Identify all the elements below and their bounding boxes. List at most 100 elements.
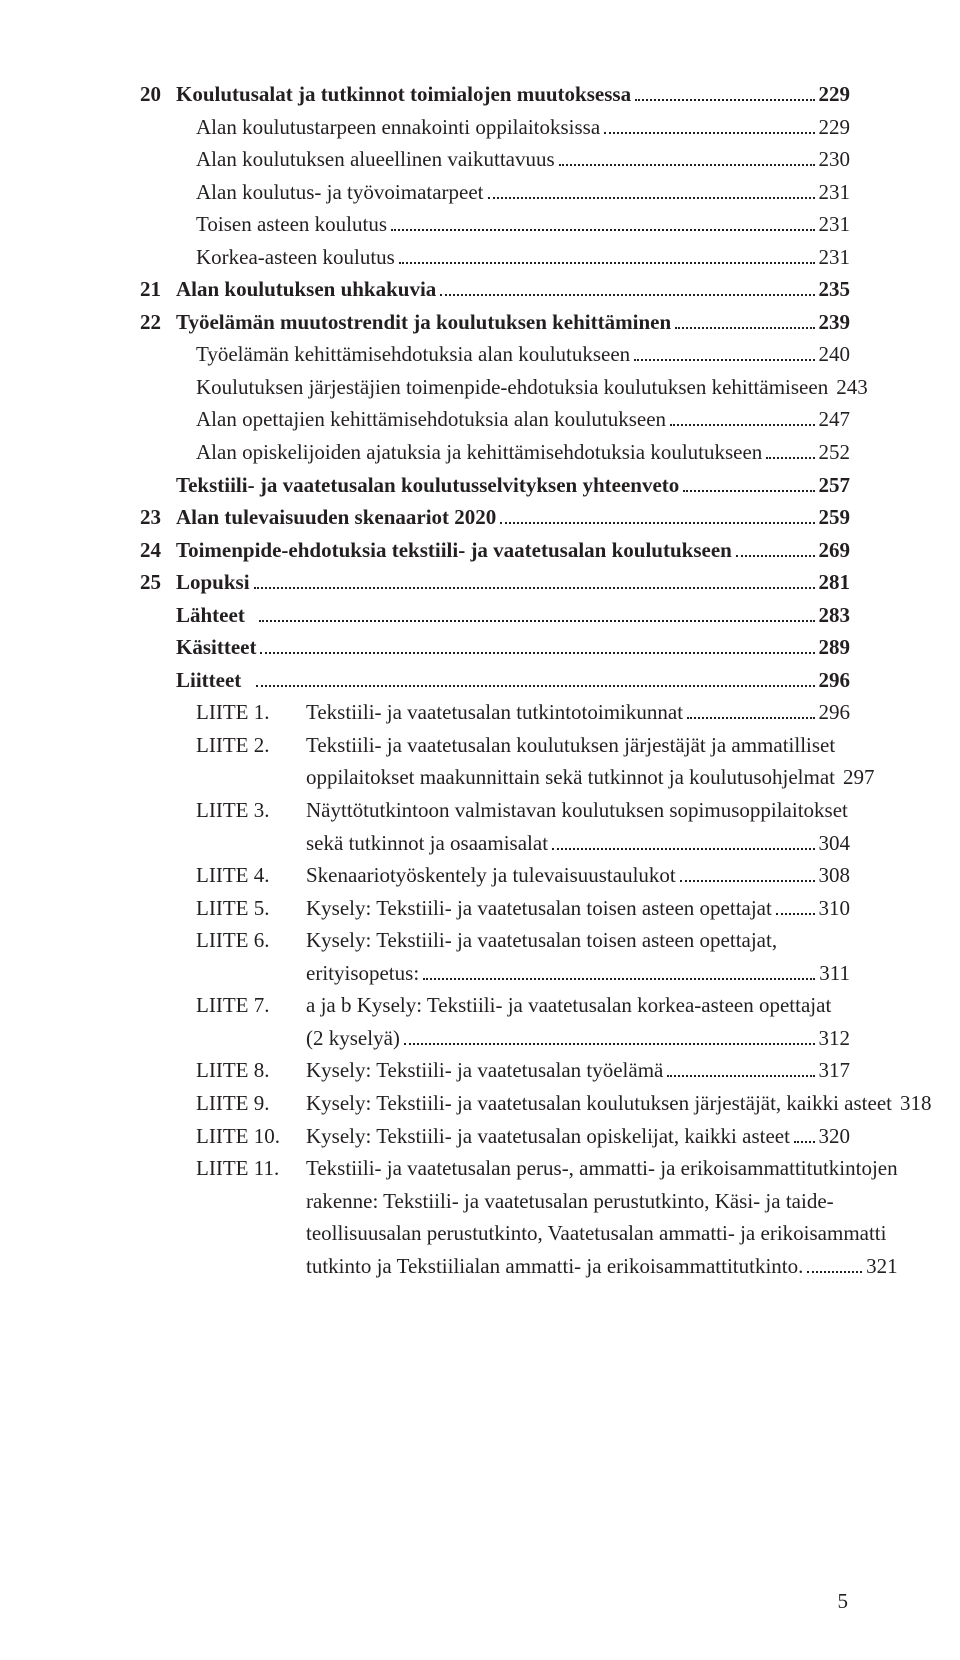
appendix-entry: LIITE 9. Kysely: Tekstiili- ja vaatetusa… (140, 1087, 850, 1120)
toc-entry: Toisen asteen koulutus231 (140, 208, 850, 241)
appendix-text-line: tutkinto ja Tekstiilialan ammatti- ja er… (306, 1250, 898, 1283)
appendix-page: 297 (843, 761, 875, 794)
appendix-page: 318 (900, 1087, 932, 1120)
appendix-text-line: rakenne: Tekstiili- ja vaatetusalan peru… (306, 1185, 898, 1218)
appendix-line-text: (2 kyselyä) (306, 1022, 400, 1055)
dot-leader (736, 541, 815, 557)
dot-leader (404, 1029, 815, 1045)
toc-list: 20Koulutusalat ja tutkinnot toimialojen … (140, 78, 850, 696)
appendix-entry: LIITE 2. Tekstiili- ja vaatetusalan koul… (140, 729, 850, 794)
toc-entry: Alan koulutustarpeen ennakointi oppilait… (140, 111, 850, 144)
dot-leader (423, 964, 815, 980)
appendix-text-line: sekä tutkinnot ja osaamisalat304 (306, 827, 850, 860)
dot-leader (500, 508, 814, 524)
dot-leader (440, 281, 814, 297)
toc-entry: 20Koulutusalat ja tutkinnot toimialojen … (140, 78, 850, 111)
toc-number: 22 (140, 306, 176, 339)
toc-page: 20Koulutusalat ja tutkinnot toimialojen … (0, 0, 960, 1660)
dot-leader (680, 866, 815, 882)
toc-number: 25 (140, 566, 176, 599)
dot-leader (766, 443, 814, 459)
appendix-text-line: Tekstiili- ja vaatetusalan tutkintotoimi… (306, 696, 850, 729)
toc-entry: 22Työelämän muutostrendit ja koulutuksen… (140, 306, 850, 339)
appendix-text-line: Tekstiili- ja vaatetusalan koulutuksen j… (306, 729, 875, 762)
appendix-text-line: Kysely: Tekstiili- ja vaatetusalan koulu… (306, 1087, 931, 1120)
appendix-text-line: erityisopetus: 311 (306, 957, 850, 990)
toc-entry: 21Alan koulutuksen uhkakuvia235 (140, 273, 850, 306)
appendix-page: 320 (819, 1120, 851, 1153)
dot-leader (807, 1257, 862, 1273)
appendix-entry: LIITE 4. Skenaariotyöskentely ja tulevai… (140, 859, 850, 892)
appendix-label: LIITE 4. (196, 859, 306, 892)
toc-entry: Lähteet 283 (140, 599, 850, 632)
toc-label: Alan opettajien kehittämisehdotuksia ala… (196, 403, 666, 436)
toc-entry: 24Toimenpide-ehdotuksia tekstiili- ja va… (140, 534, 850, 567)
toc-label: Alan koulutuksen alueellinen vaikuttavuu… (196, 143, 555, 176)
toc-label: Koulutusalat ja tutkinnot toimialojen mu… (176, 78, 631, 111)
appendix-line-text: sekä tutkinnot ja osaamisalat (306, 827, 548, 860)
dot-leader (635, 85, 814, 101)
toc-label: Lähteet (176, 599, 255, 632)
appendix-text-line: teollisuusalan perustutkinto, Vaatetusal… (306, 1217, 898, 1250)
appendix-text-line: Kysely: Tekstiili- ja vaatetusalan toise… (306, 892, 850, 925)
toc-entry: Liitteet 296 (140, 664, 850, 697)
toc-entry: Koulutuksen järjestäjien toimenpide-ehdo… (140, 371, 850, 404)
appendix-page: 311 (819, 957, 850, 990)
toc-page: 229 (819, 111, 851, 144)
appendix-entry: LIITE 3. Näyttötutkintoon valmistavan ko… (140, 794, 850, 859)
appendix-text: a ja b Kysely: Tekstiili- ja vaatetusala… (306, 989, 850, 1054)
toc-label: Alan koulutustarpeen ennakointi oppilait… (196, 111, 600, 144)
appendix-line-text: Kysely: Tekstiili- ja vaatetusalan työel… (306, 1054, 663, 1087)
dot-leader (667, 1062, 814, 1078)
appendix-text: Skenaariotyöskentely ja tulevaisuustaulu… (306, 859, 850, 892)
toc-page: 257 (819, 469, 851, 502)
appendix-text-line: Näyttötutkintoon valmistavan koulutuksen… (306, 794, 850, 827)
appendix-text-line: a ja b Kysely: Tekstiili- ja vaatetusala… (306, 989, 850, 1022)
toc-entry: Alan koulutus- ja työvoimatarpeet231 (140, 176, 850, 209)
toc-label: Toimenpide-ehdotuksia tekstiili- ja vaat… (176, 534, 732, 567)
toc-label: Käsitteet (176, 631, 256, 664)
toc-page: 231 (819, 208, 851, 241)
toc-label: Työelämän kehittämisehdotuksia alan koul… (196, 338, 630, 371)
toc-page: 243 (836, 371, 868, 404)
dot-leader (488, 183, 815, 199)
dot-leader (391, 216, 815, 232)
appendix-line-text: oppilaitokset maakunnittain sekä tutkinn… (306, 761, 835, 794)
toc-entry: 23Alan tulevaisuuden skenaariot 2020259 (140, 501, 850, 534)
appendix-text: Tekstiili- ja vaatetusalan koulutuksen j… (306, 729, 875, 794)
appendix-line-text: a ja b Kysely: Tekstiili- ja vaatetusala… (306, 989, 831, 1022)
appendix-page: 310 (819, 892, 851, 925)
toc-number: 21 (140, 273, 176, 306)
toc-label: Alan opiskelijoiden ajatuksia ja kehittä… (196, 436, 762, 469)
toc-page: 259 (819, 501, 851, 534)
toc-label: Tekstiili- ja vaatetusalan koulutusselvi… (176, 469, 679, 502)
appendix-list: LIITE 1. Tekstiili- ja vaatetusalan tutk… (140, 696, 850, 1282)
dot-leader (687, 704, 814, 720)
dot-leader (256, 671, 815, 687)
toc-entry: Korkea-asteen koulutus 231 (140, 241, 850, 274)
toc-page: 269 (819, 534, 851, 567)
appendix-line-text: erityisopetus: (306, 957, 419, 990)
toc-label: Koulutuksen järjestäjien toimenpide-ehdo… (196, 371, 828, 404)
appendix-label: LIITE 5. (196, 892, 306, 925)
appendix-label: LIITE 10. (196, 1120, 306, 1153)
appendix-label: LIITE 7. (196, 989, 306, 1022)
toc-page: 283 (819, 599, 851, 632)
toc-label: Alan koulutuksen uhkakuvia (176, 273, 436, 306)
dot-leader (683, 476, 814, 492)
appendix-line-text: rakenne: Tekstiili- ja vaatetusalan peru… (306, 1185, 834, 1218)
toc-page: 252 (819, 436, 851, 469)
dot-leader (259, 606, 814, 622)
toc-page: 230 (819, 143, 851, 176)
appendix-entry: LIITE 11. Tekstiili- ja vaatetusalan per… (140, 1152, 850, 1282)
toc-page: 231 (819, 241, 851, 274)
toc-label: Korkea-asteen koulutus (196, 241, 395, 274)
appendix-line-text: Kysely: Tekstiili- ja vaatetusalan opisk… (306, 1120, 790, 1153)
appendix-line-text: tutkinto ja Tekstiilialan ammatti- ja er… (306, 1250, 803, 1283)
appendix-line-text: Tekstiili- ja vaatetusalan tutkintotoimi… (306, 696, 683, 729)
appendix-line-text: Kysely: Tekstiili- ja vaatetusalan koulu… (306, 1087, 892, 1120)
toc-entry: Alan koulutuksen alueellinen vaikuttavuu… (140, 143, 850, 176)
dot-leader (776, 899, 815, 915)
appendix-label: LIITE 2. (196, 729, 306, 762)
appendix-line-text: teollisuusalan perustutkinto, Vaatetusal… (306, 1217, 886, 1250)
